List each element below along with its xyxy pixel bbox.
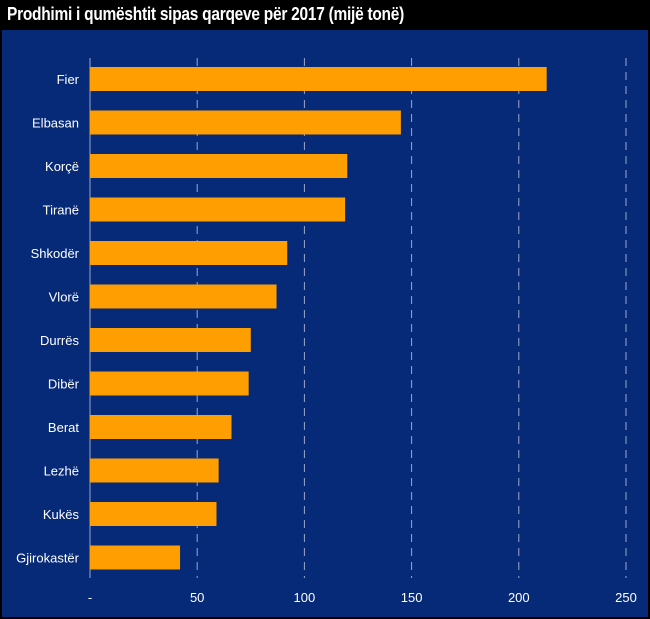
bars xyxy=(90,67,547,570)
category-label-tiranë: Tiranë xyxy=(43,203,79,218)
category-labels: Fier Elbasan Korçë Tiranë Shkodër Vlorë Durrës… xyxy=(16,72,80,566)
category-label-dibër: Dibër xyxy=(48,377,80,392)
tick-label-150: 150 xyxy=(401,590,423,605)
bar-durrës xyxy=(90,328,251,352)
tick-label-200: 200 xyxy=(508,590,530,605)
chart-title: Prodhimi i qumështit sipas qarqeve për 2… xyxy=(7,4,405,24)
title-bar: Prodhimi i qumështit sipas qarqeve për 2… xyxy=(0,0,650,30)
category-label-shkodër: Shkodër xyxy=(31,246,80,261)
tick-label-250: 250 xyxy=(615,590,637,605)
bar-fier xyxy=(90,67,547,91)
tick-label-100: 100 xyxy=(294,590,316,605)
bar-vlorë xyxy=(90,284,277,309)
category-label-korçë: Korçë xyxy=(45,159,79,174)
bar-gjirokastër xyxy=(90,545,181,570)
bar-tiranë xyxy=(90,197,346,222)
tick-label-0: - xyxy=(88,590,92,605)
category-label-durrës: Durrës xyxy=(40,333,80,348)
bar-berat xyxy=(90,415,232,439)
tick-label-50: 50 xyxy=(190,590,204,605)
tick-labels: - 50 100 150 200 250 xyxy=(88,590,637,605)
gridlines xyxy=(196,58,627,578)
category-label-kukës: Kukës xyxy=(43,507,80,522)
category-label-elbasan: Elbasan xyxy=(32,116,79,131)
bar-kukës xyxy=(90,502,217,526)
bar-korçë xyxy=(90,154,348,178)
category-label-berat: Berat xyxy=(48,420,79,435)
category-label-lezhë: Lezhë xyxy=(44,464,79,479)
bar-lezhë xyxy=(90,458,219,483)
category-label-vlorë: Vlorë xyxy=(49,290,79,305)
bar-shkodër xyxy=(90,241,288,265)
category-label-gjirokastër: Gjirokastër xyxy=(16,551,80,566)
category-label-fier: Fier xyxy=(57,72,80,87)
bar-elbasan xyxy=(90,110,401,135)
bar-dibër xyxy=(90,371,249,396)
